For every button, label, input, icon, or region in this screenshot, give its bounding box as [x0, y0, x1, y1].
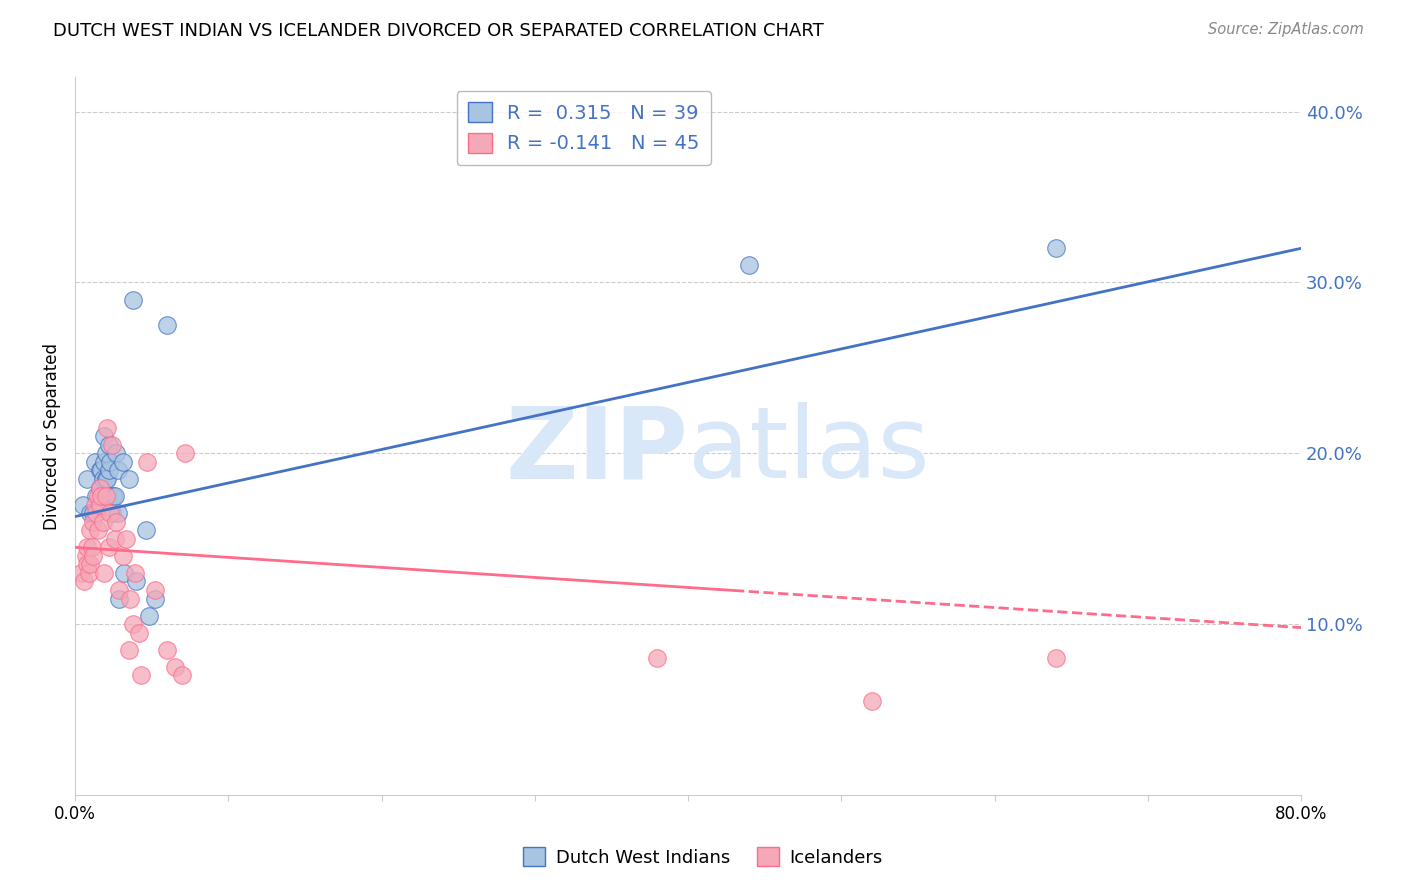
Point — [90, 463, 112, 477]
Text: atlas: atlas — [688, 402, 929, 500]
Point — [97, 541, 120, 555]
Point — [98, 506, 121, 520]
Point — [124, 566, 146, 580]
Point — [107, 463, 129, 477]
Point — [94, 472, 117, 486]
Point — [76, 541, 98, 555]
Point — [76, 472, 98, 486]
Legend: R =  0.315   N = 39, R = -0.141   N = 45: R = 0.315 N = 39, R = -0.141 N = 45 — [457, 91, 711, 165]
Point — [129, 668, 152, 682]
Point — [108, 582, 131, 597]
Point — [156, 643, 179, 657]
Point — [172, 668, 194, 682]
Point — [86, 506, 108, 520]
Point — [136, 455, 159, 469]
Point — [647, 651, 669, 665]
Point — [105, 515, 128, 529]
Point — [84, 455, 107, 469]
Point — [860, 694, 883, 708]
Point — [103, 489, 125, 503]
Point — [84, 498, 107, 512]
Point — [143, 591, 166, 606]
Y-axis label: Divorced or Separated: Divorced or Separated — [44, 343, 60, 530]
Point — [96, 472, 118, 486]
Point — [125, 574, 148, 589]
Text: Source: ZipAtlas.com: Source: ZipAtlas.com — [1208, 22, 1364, 37]
Point — [79, 506, 101, 520]
Point — [122, 617, 145, 632]
Point — [96, 420, 118, 434]
Point — [108, 591, 131, 606]
Point — [97, 438, 120, 452]
Point — [87, 523, 110, 537]
Point — [82, 549, 104, 563]
Point — [80, 541, 103, 555]
Point — [89, 463, 111, 477]
Point — [111, 549, 134, 563]
Point — [91, 489, 114, 503]
Point — [143, 582, 166, 597]
Point — [118, 472, 141, 486]
Legend: Dutch West Indians, Icelanders: Dutch West Indians, Icelanders — [516, 840, 890, 874]
Point — [97, 463, 120, 477]
Point — [1045, 241, 1067, 255]
Point — [89, 481, 111, 495]
Point — [97, 489, 120, 503]
Point — [118, 643, 141, 657]
Point — [76, 558, 98, 572]
Point — [94, 489, 117, 503]
Point — [111, 455, 134, 469]
Point — [89, 481, 111, 495]
Point — [114, 532, 136, 546]
Point — [82, 515, 104, 529]
Point — [79, 558, 101, 572]
Point — [87, 489, 110, 503]
Point — [101, 438, 124, 452]
Point — [82, 506, 104, 520]
Point — [93, 455, 115, 469]
Point — [75, 549, 97, 563]
Point — [104, 489, 127, 503]
Point — [128, 625, 150, 640]
Point — [91, 472, 114, 486]
Point — [79, 523, 101, 537]
Point — [93, 566, 115, 580]
Point — [89, 498, 111, 512]
Text: DUTCH WEST INDIAN VS ICELANDER DIVORCED OR SEPARATED CORRELATION CHART: DUTCH WEST INDIAN VS ICELANDER DIVORCED … — [53, 22, 824, 40]
Point — [107, 506, 129, 520]
Point — [174, 446, 197, 460]
Point — [738, 259, 761, 273]
Point — [77, 566, 100, 580]
Point — [90, 489, 112, 503]
Point — [1045, 651, 1067, 665]
Point — [93, 429, 115, 443]
Point — [70, 566, 93, 580]
Text: ZIP: ZIP — [505, 402, 688, 500]
Point — [138, 608, 160, 623]
Point — [156, 318, 179, 333]
Point — [94, 446, 117, 460]
Point — [73, 574, 96, 589]
Point — [105, 446, 128, 460]
Point — [112, 566, 135, 580]
Point — [72, 498, 94, 512]
Point — [101, 506, 124, 520]
Point — [122, 293, 145, 307]
Point — [86, 489, 108, 503]
Point — [120, 591, 142, 606]
Point — [104, 532, 127, 546]
Point — [134, 523, 156, 537]
Point — [91, 515, 114, 529]
Point — [163, 660, 186, 674]
Point — [90, 489, 112, 503]
Point — [98, 455, 121, 469]
